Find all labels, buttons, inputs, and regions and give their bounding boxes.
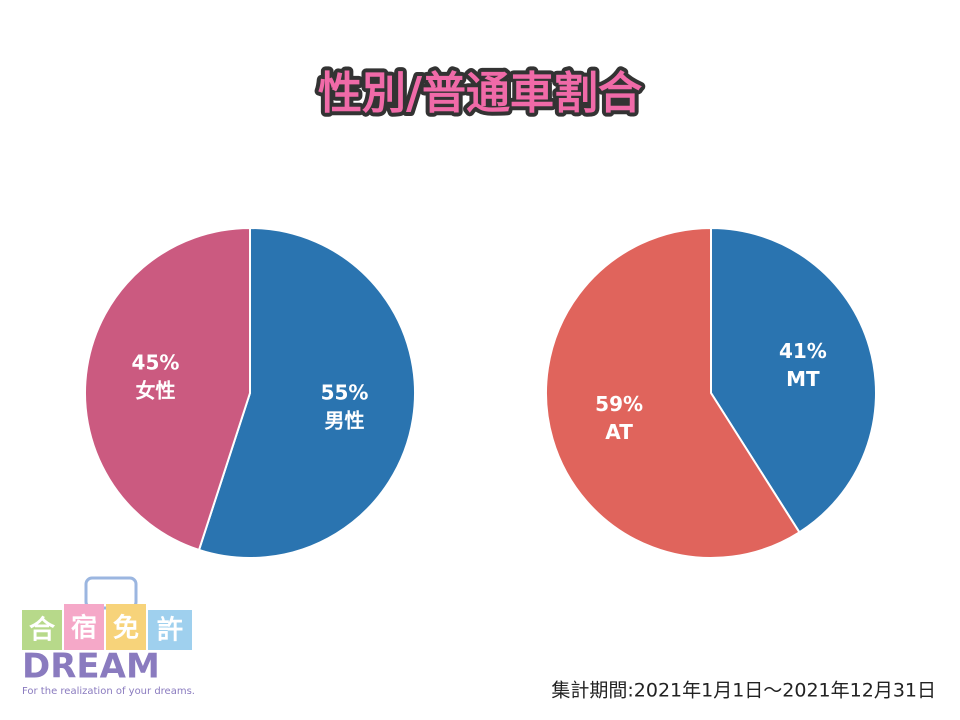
period: 集計期間:2021年1月1日～2021年12月31日: [551, 680, 936, 702]
logo-word: 免: [113, 613, 139, 644]
category-label: 男性: [325, 408, 365, 432]
logo-box: [148, 610, 192, 650]
logo-name: DREAM: [22, 647, 160, 687]
category-label: 女性: [135, 379, 175, 403]
logo-word: 許: [157, 616, 183, 646]
category-label: AT: [605, 420, 633, 444]
pie-slice: [84, 226, 251, 552]
category-label: MT: [786, 367, 820, 391]
slide-title: 性別/普通車割合: [318, 68, 642, 119]
value-label: 41%: [779, 339, 827, 363]
logo-box: [64, 604, 104, 650]
logo-word: 合: [29, 615, 56, 646]
pie-slice: [197, 226, 416, 559]
value-label: 55%: [321, 380, 369, 404]
logo-tagline: For the realization of your dreams.: [22, 686, 195, 697]
value-label: 59%: [595, 392, 643, 416]
logo: 合 宿 免 許 DREAM For the realization of you…: [22, 576, 195, 697]
value-label: 45%: [132, 351, 180, 375]
logo-box: [106, 604, 146, 650]
logo-word: 宿: [71, 613, 97, 644]
pie-slice: [545, 226, 801, 559]
logo-box: [22, 610, 62, 650]
